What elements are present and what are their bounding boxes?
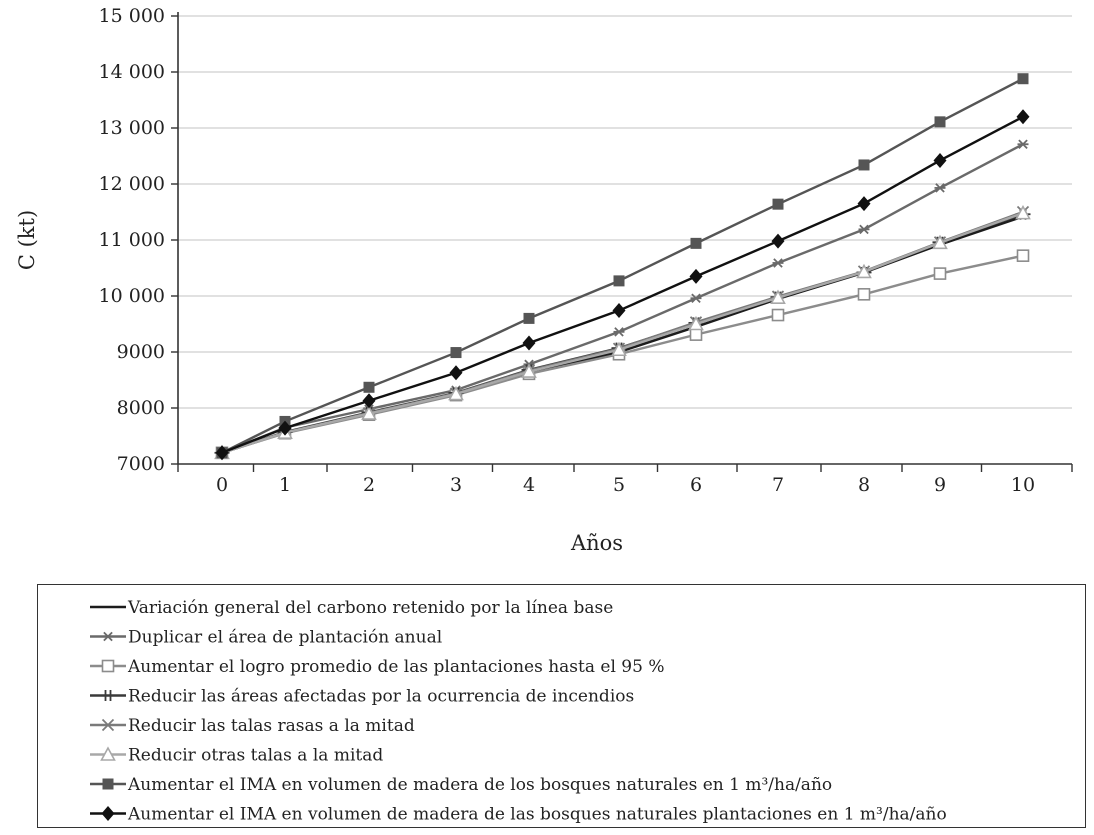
legend-label: Variación general del carbono retenido p…: [127, 598, 613, 618]
y-tick-label: 11 000: [99, 229, 165, 251]
data-point: [522, 335, 536, 351]
legend-entry-7: Aumentar el IMA en volumen de madera de …: [90, 805, 947, 825]
data-point: [521, 363, 537, 378]
data-point: [933, 267, 947, 280]
series-group: [214, 73, 1031, 461]
legend-label: Aumentar el logro promedio de las planta…: [127, 657, 664, 677]
series-1: [216, 139, 1029, 458]
y-tick-label: 12 000: [99, 173, 165, 195]
y-tick-label: 9000: [117, 341, 165, 363]
legend-label: Reducir las áreas afectadas por la ocurr…: [128, 687, 634, 707]
x-tick-label: 5: [613, 474, 625, 496]
series-6: [216, 73, 1029, 459]
x-axis-title: Años: [570, 531, 623, 555]
legend-entries: Variación general del carbono retenido p…: [90, 598, 947, 825]
data-point: [690, 293, 702, 304]
y-tick-label: 7000: [117, 453, 165, 475]
x-tick-label: 6: [690, 474, 702, 496]
data-point: [450, 347, 462, 359]
y-axis-title: C (kt): [15, 210, 39, 270]
legend-label: Duplicar el área de plantación anual: [128, 628, 442, 648]
legend: Variación general del carbono retenido p…: [37, 584, 1086, 828]
data-point: [362, 393, 376, 409]
x-tick-label: 8: [858, 474, 870, 496]
data-point: [934, 116, 946, 128]
data-point: [611, 341, 627, 357]
data-point: [1015, 204, 1031, 220]
x-tick-label: 10: [1011, 474, 1035, 496]
legend-entry-1: Duplicar el área de plantación anual: [90, 628, 442, 648]
data-point: [688, 315, 704, 331]
legend-marker: [102, 778, 114, 790]
data-point: [858, 159, 870, 171]
data-point: [856, 263, 872, 279]
series-line: [221, 143, 1024, 454]
data-point: [278, 420, 292, 436]
x-tick-label: 7: [772, 474, 784, 496]
x-tick-labels: 0 1 2 3 4 5 6 7 8 9 10: [177, 464, 1073, 496]
data-point: [933, 152, 947, 168]
data-point: [689, 328, 703, 341]
legend-entry-2: Aumentar el logro promedio de las planta…: [90, 657, 664, 677]
data-point: [934, 183, 946, 193]
data-point: [361, 405, 377, 420]
legend-label: Reducir las talas rasas a la mitad: [128, 716, 415, 736]
data-point: [772, 198, 784, 210]
legend-marker: [102, 631, 114, 642]
y-tick-label: 14 000: [99, 61, 165, 83]
data-point: [689, 268, 703, 284]
legend-marker: [101, 806, 115, 821]
data-point: [523, 312, 535, 324]
y-tick-label: 13 000: [99, 117, 165, 139]
data-point: [1016, 109, 1030, 125]
legend-label: Reducir otras talas a la mitad: [128, 746, 383, 766]
data-point: [690, 237, 702, 249]
x-tick-label: 4: [523, 474, 535, 496]
data-point: [363, 381, 375, 393]
y-tick-label: 8000: [117, 397, 165, 419]
series-line: [221, 213, 1024, 454]
legend-entry-4: Reducir las talas rasas a la mitad: [90, 716, 415, 736]
data-point: [1017, 73, 1029, 85]
data-point: [770, 289, 786, 304]
series-line: [221, 77, 1024, 454]
data-point: [612, 303, 626, 319]
y-tick-label: 10 000: [99, 285, 165, 307]
x-tick-label: 3: [450, 474, 462, 496]
data-point: [932, 234, 948, 250]
data-point: [772, 258, 784, 268]
legend-entry-6: Aumentar el IMA en volumen de madera de …: [90, 775, 832, 795]
legend-label: Aumentar el IMA en volumen de madera de …: [127, 805, 947, 825]
legend-marker: [100, 746, 116, 761]
data-point: [857, 196, 871, 212]
legend-marker: [101, 659, 115, 673]
legend-label: Aumentar el IMA en volumen de madera de …: [127, 775, 832, 795]
data-point: [771, 233, 785, 249]
legend-marker: [101, 718, 115, 732]
grid-lines: [171, 15, 1072, 465]
data-point: [613, 275, 625, 287]
data-point: [1017, 139, 1029, 150]
x-tick-label: 9: [934, 474, 946, 496]
legend-entry-3: Reducir las áreas afectadas por la ocurr…: [90, 687, 634, 707]
data-point: [771, 308, 785, 322]
x-tick-label: 2: [363, 474, 375, 496]
y-tick-labels: 7000 8000 9000 10 000 11 000 12 000 13 000 14 0…: [99, 5, 165, 475]
series-7: [215, 109, 1030, 461]
y-tick-label: 15 000: [99, 5, 165, 27]
x-tick-label: 0: [216, 474, 228, 496]
legend-entry-0: Variación general del carbono retenido p…: [90, 598, 613, 618]
legend-entry-5: Reducir otras talas a la mitad: [90, 746, 383, 766]
data-point: [215, 445, 229, 461]
data-point: [613, 327, 625, 337]
data-point: [1016, 249, 1030, 262]
data-point: [858, 224, 870, 235]
legend-marker: [100, 690, 116, 701]
data-point: [449, 365, 463, 381]
data-point: [448, 385, 464, 401]
data-point: [857, 288, 871, 301]
x-tick-label: 1: [279, 474, 291, 496]
series-line: [221, 211, 1024, 454]
